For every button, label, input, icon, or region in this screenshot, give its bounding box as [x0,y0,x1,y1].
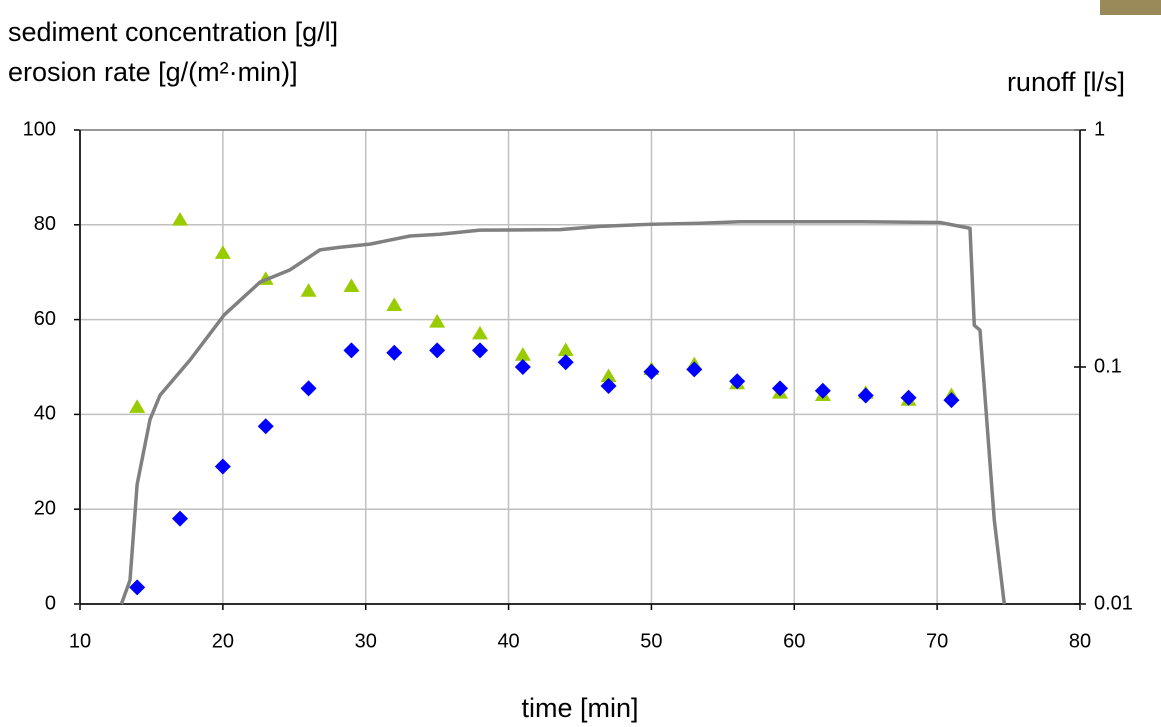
y-tick-label: 40 [34,403,56,425]
marker [472,325,488,340]
y2-tick-label: 0.01 [1094,592,1133,614]
marker [900,389,917,406]
marker [129,579,146,596]
x-tick-label: 20 [212,630,234,652]
marker [686,361,703,378]
marker [343,278,360,293]
y-axis-title: sediment concentration [g/l] [8,17,338,47]
x-tick-label: 50 [640,630,662,652]
marker [557,354,574,371]
marker [514,347,531,361]
x-tick-label: 60 [783,630,805,652]
marker [472,342,488,359]
marker [600,368,617,383]
thumbnail [1100,0,1161,15]
marker [600,377,617,394]
y2-tick-label: 0.1 [1094,355,1122,377]
marker [300,283,317,297]
marker [729,373,746,390]
marker [643,363,660,380]
x-tick-label: 30 [355,630,377,652]
marker [214,458,231,475]
y-tick-label: 60 [34,308,56,330]
y-tick-label: 100 [23,118,56,140]
x-tick-label: 10 [69,630,91,652]
marker [172,510,188,527]
marker [214,245,231,259]
y-tick-label: 80 [34,213,56,235]
marker [857,387,874,404]
marker [300,380,317,397]
x-tick-label: 80 [1069,630,1091,652]
y2-axis-title: runoff [l/s] [1007,67,1125,97]
x-tick-label: 40 [497,630,519,652]
marker [386,297,403,311]
line [119,220,1007,605]
marker [429,342,446,359]
marker [172,212,188,226]
marker [257,418,274,435]
plot-border [79,129,1081,605]
x-axis-title: time [min] [521,693,638,723]
marker [429,313,446,328]
marker [814,382,831,399]
y2-tick-label: 1 [1094,118,1105,140]
x-tick-label: 70 [926,630,948,652]
marker [129,399,146,413]
marker [386,344,403,361]
y-tick-label: 0 [45,592,56,614]
y-tick-label: 20 [34,497,56,519]
y-axis-title: erosion rate [g/(m²·min)] [8,57,298,87]
marker [943,392,960,409]
marker [514,359,531,375]
marker [772,380,788,397]
marker [343,342,360,359]
marker [557,342,574,357]
